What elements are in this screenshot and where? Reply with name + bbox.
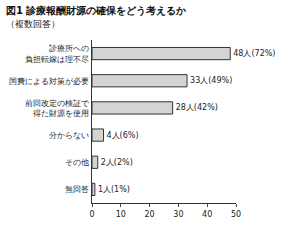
svg-text:50: 50 — [231, 210, 241, 219]
svg-text:分からない: 分からない — [49, 131, 89, 140]
svg-text:その他: その他 — [65, 158, 89, 167]
svg-text:1人(1%): 1人(1%) — [98, 185, 130, 194]
svg-text:無回答: 無回答 — [65, 185, 89, 194]
svg-text:診療所への負担転嫁は理不尽: 診療所への負担転嫁は理不尽 — [25, 44, 89, 63]
svg-text:4人(6%): 4人(6%) — [107, 131, 139, 140]
svg-text:2人(2%): 2人(2%) — [101, 158, 133, 167]
svg-text:33人(49%): 33人(49%) — [190, 76, 232, 85]
svg-text:40: 40 — [202, 210, 212, 219]
svg-text:図1 診療報酬財源の確保をどう考えるか（複数回答）: 図1 診療報酬財源の確保をどう考えるか（複数回答） — [6, 5, 187, 29]
svg-text:前回改定の検証で得た財源を使用: 前回改定の検証で得た財源を使用 — [25, 99, 90, 118]
svg-text:48人(72%): 48人(72%) — [233, 49, 275, 58]
svg-text:30: 30 — [173, 210, 183, 219]
svg-text:国費による対策が必要: 国費による対策が必要 — [9, 77, 89, 86]
svg-text:20: 20 — [145, 210, 155, 219]
svg-text:10: 10 — [116, 210, 126, 219]
svg-text:28人(42%): 28人(42%) — [176, 103, 218, 112]
svg-text:0: 0 — [89, 210, 94, 219]
